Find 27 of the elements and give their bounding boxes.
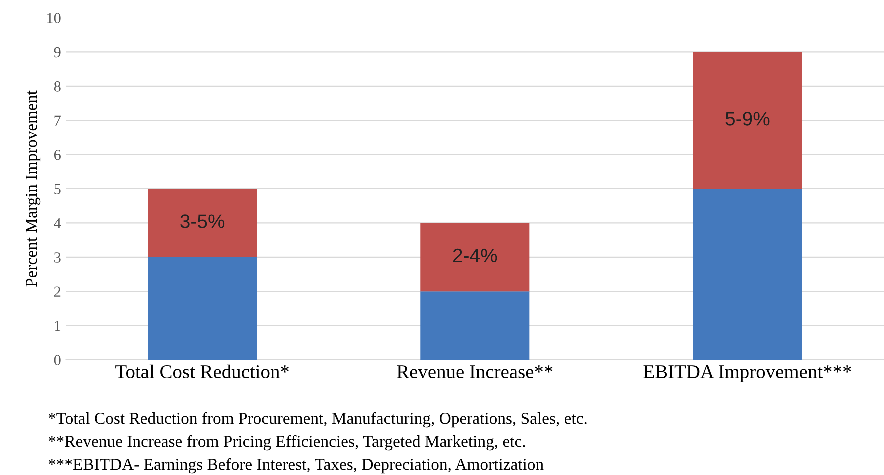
text: ***EBITDA- Earnings Before Interest, Taxes, Depreciation, Amortization: [48, 458, 544, 474]
text: **Revenue Increase from Pricing Efficiencies, Targeted Marketing, etc.: [48, 435, 526, 451]
bar: [148, 189, 258, 258]
y-tick-label: 3: [54, 252, 61, 263]
y-axis-title: Percent Margin Improvement: [26, 90, 41, 287]
x-tick-label: Total Cost Reduction*: [116, 364, 290, 379]
y-tick-label: 4: [54, 218, 62, 228]
y-tick-label: 5: [54, 184, 61, 194]
annotation: 5-9%: [726, 112, 770, 126]
x-tick-label: EBITDA Improvement***: [644, 366, 852, 382]
y-tick-label: 9: [54, 47, 61, 58]
annotation: 3-5%: [180, 214, 225, 228]
y-tick-label: 1: [55, 321, 61, 332]
bar: [420, 223, 530, 292]
text: *Total Cost Reduction from Procurement, Manufacturing, Operations, Sales, etc.: [48, 412, 587, 428]
bar: [693, 189, 802, 360]
x-tick-label: Revenue Increase**: [397, 366, 553, 379]
y-tick-label: 10: [48, 13, 61, 24]
y-tick-label: 0: [54, 355, 61, 366]
bar: [693, 52, 802, 189]
bar: [148, 257, 258, 360]
bar: [420, 292, 530, 360]
y-tick-label: 2: [54, 286, 61, 297]
annotation: 2-4%: [453, 248, 498, 263]
y-tick-label: 6: [54, 150, 61, 160]
y-tick-label: 8: [54, 82, 61, 92]
y-tick-label: 7: [54, 116, 61, 126]
